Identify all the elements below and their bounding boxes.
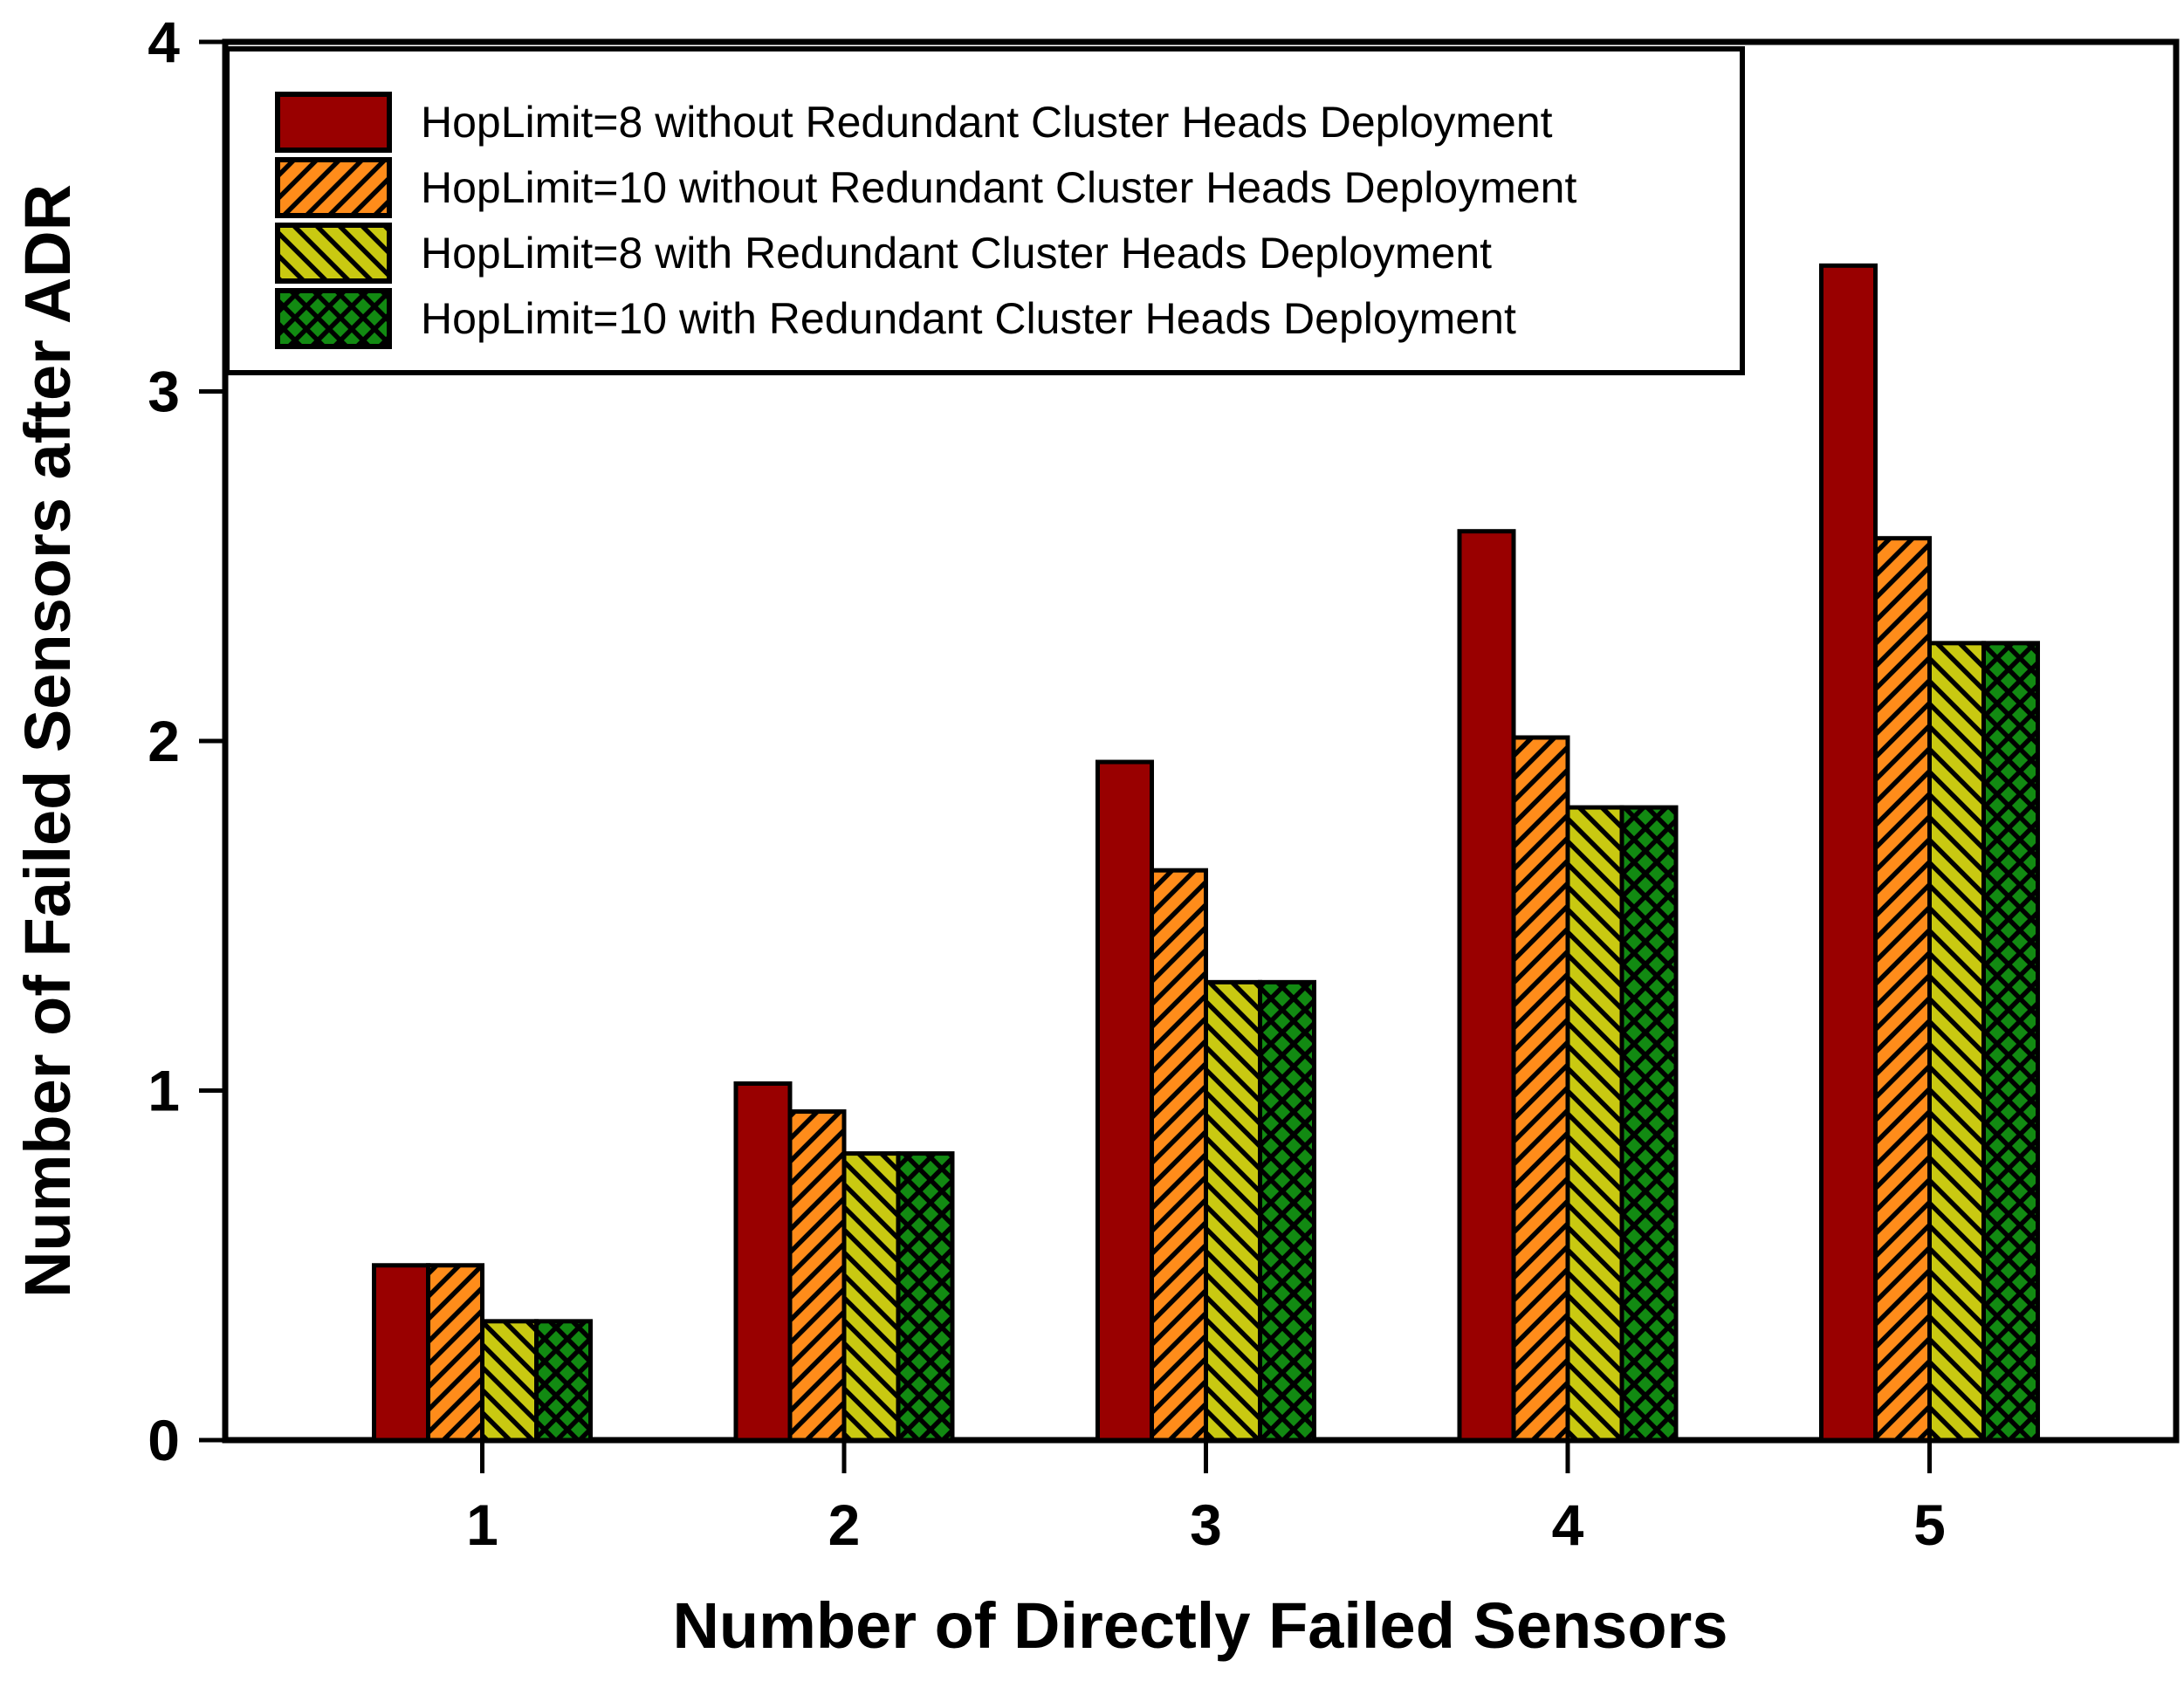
bar-series-1-category-2 xyxy=(733,1081,793,1443)
bar-series-2-category-4 xyxy=(1511,735,1570,1443)
x-tick-label-2: 2 xyxy=(828,1492,861,1557)
bar-series-3-category-2 xyxy=(841,1151,901,1443)
bar-series-4-category-3 xyxy=(1258,979,1316,1443)
legend-swatch-4 xyxy=(275,288,392,349)
bar-series-3-category-3 xyxy=(1204,979,1262,1443)
x-tick-label-3: 3 xyxy=(1190,1492,1222,1557)
bar-series-2-category-3 xyxy=(1150,868,1208,1443)
bar-series-1-category-3 xyxy=(1095,759,1154,1443)
bar-series-2-category-1 xyxy=(426,1263,484,1443)
bar-series-4-category-5 xyxy=(1981,641,2040,1443)
y-axis-ticks: 0 1 2 3 4 xyxy=(148,10,225,1472)
legend-box xyxy=(224,46,1745,375)
bars-group xyxy=(372,263,2040,1443)
bar-series-3-category-5 xyxy=(1927,641,1986,1443)
bar-series-2-category-5 xyxy=(1873,536,1932,1443)
x-axis-ticks: 1 2 3 4 5 xyxy=(466,1440,1946,1557)
y-tick-label-1: 1 xyxy=(148,1059,180,1123)
y-tick-label-3: 3 xyxy=(148,360,180,424)
bar-series-4-category-2 xyxy=(896,1151,955,1443)
legend-label-2: HopLimit=10 without Redundant Cluster He… xyxy=(421,163,1576,212)
y-tick-label-4: 4 xyxy=(148,10,180,74)
legend-swatch-1 xyxy=(275,92,392,153)
legend-item-2: HopLimit=10 without Redundant Cluster He… xyxy=(275,157,1576,218)
legend-item-3: HopLimit=8 with Redundant Cluster Heads … xyxy=(275,223,1492,284)
bar-series-4-category-4 xyxy=(1619,805,1679,1443)
y-tick-label-0: 0 xyxy=(148,1408,180,1472)
x-tick-label-4: 4 xyxy=(1552,1492,1584,1557)
bar-series-1-category-1 xyxy=(372,1263,430,1443)
y-tick-label-2: 2 xyxy=(148,709,180,773)
legend: HopLimit=8 without Redundant Cluster Hea… xyxy=(224,46,1745,375)
bar-series-1-category-5 xyxy=(1819,263,1878,1443)
x-axis-title: Number of Directly Failed Sensors xyxy=(672,1589,1727,1662)
bar-series-3-category-1 xyxy=(480,1319,539,1443)
x-tick-label-5: 5 xyxy=(1913,1492,1946,1557)
legend-item-1: HopLimit=8 without Redundant Cluster Hea… xyxy=(275,92,1553,153)
legend-item-4: HopLimit=10 with Redundant Cluster Heads… xyxy=(275,288,1516,349)
bar-series-1-category-4 xyxy=(1457,529,1516,1443)
bar-series-4-category-1 xyxy=(534,1319,593,1443)
legend-label-1: HopLimit=8 without Redundant Cluster Hea… xyxy=(421,98,1553,147)
bar-series-3-category-4 xyxy=(1565,805,1624,1443)
y-axis-title: Number of Failed Sensors after ADR xyxy=(11,184,84,1298)
legend-swatch-3 xyxy=(275,223,392,284)
legend-swatch-2 xyxy=(275,157,392,218)
x-tick-label-1: 1 xyxy=(466,1492,498,1557)
legend-label-3: HopLimit=8 with Redundant Cluster Heads … xyxy=(421,229,1492,278)
legend-label-4: HopLimit=10 with Redundant Cluster Heads… xyxy=(421,294,1516,343)
bar-series-2-category-2 xyxy=(787,1109,847,1443)
